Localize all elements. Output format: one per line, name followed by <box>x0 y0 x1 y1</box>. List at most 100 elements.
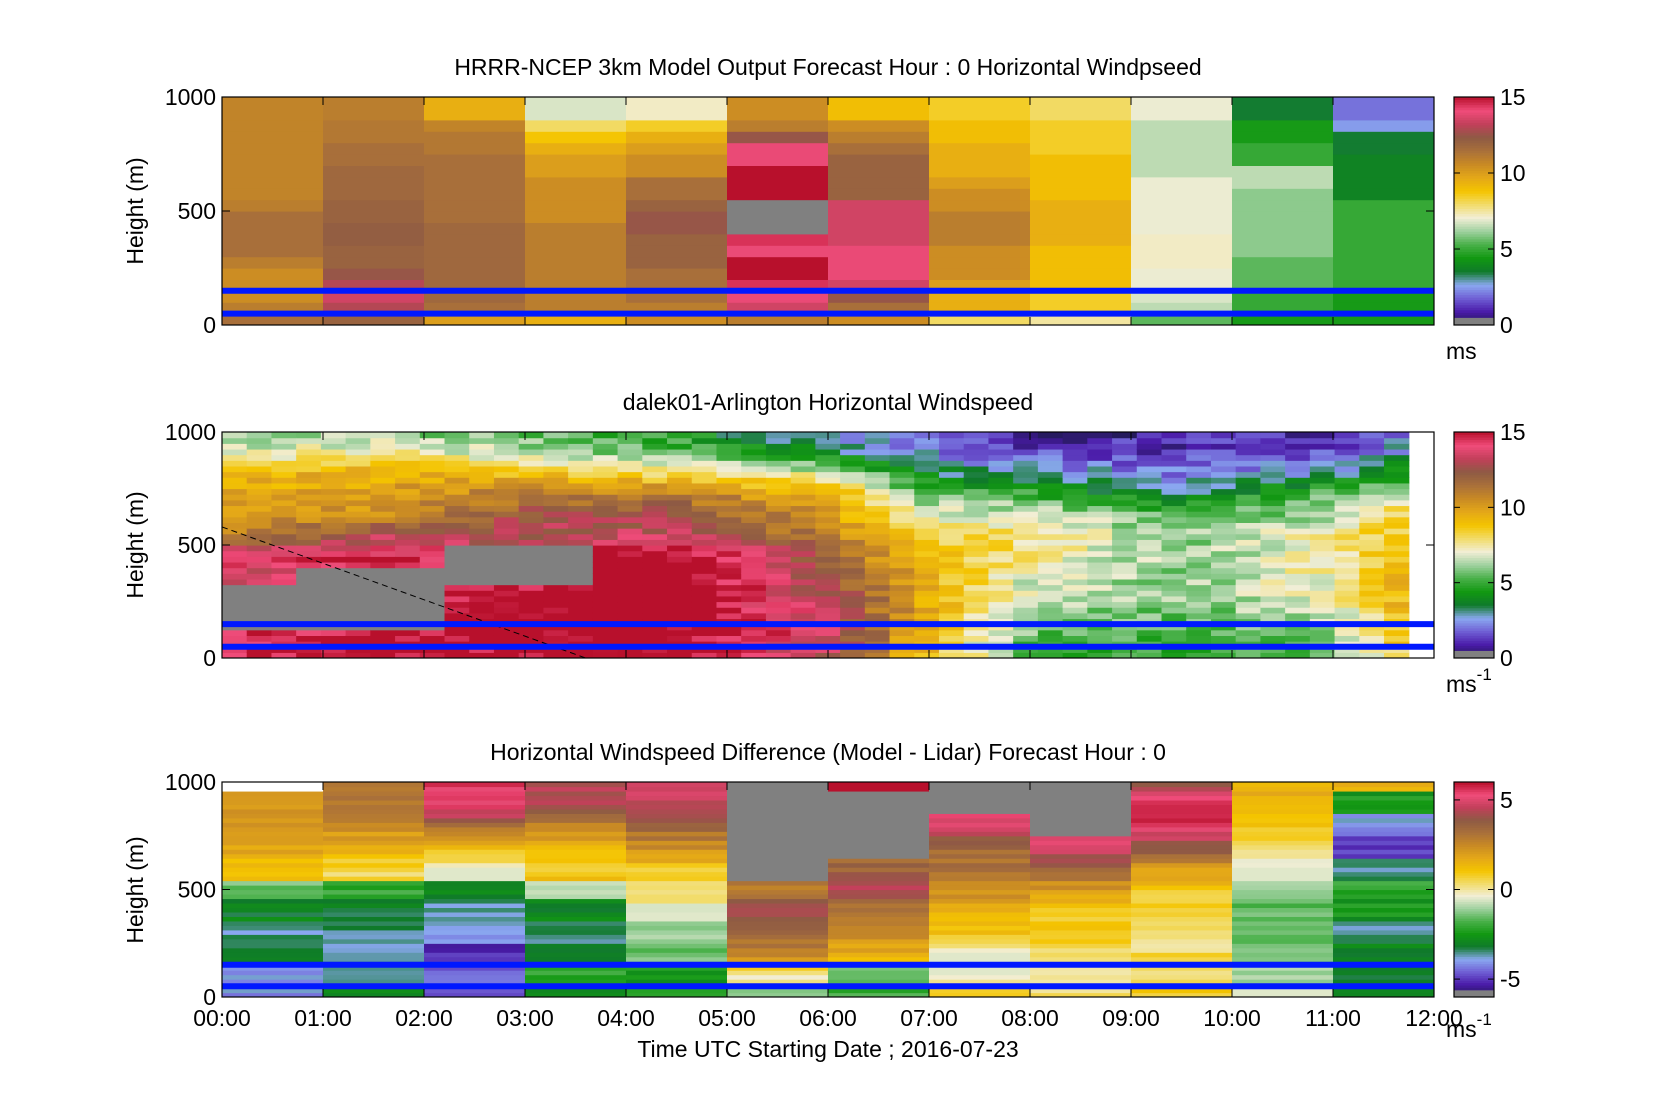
difference-heatmap-cell <box>828 826 930 832</box>
lidar-heatmap-cell <box>1136 652 1163 658</box>
model-colorbar-segment <box>1454 140 1494 144</box>
lidar-heatmap-cell <box>642 635 668 642</box>
lidar-heatmap-cell <box>1235 471 1262 478</box>
lidar-heatmap-cell <box>568 624 594 631</box>
lidar-heatmap-cell <box>988 624 1014 631</box>
lidar-heatmap-cell <box>1359 539 1385 546</box>
model-heatmap-cell <box>525 154 627 166</box>
lidar-heatmap-cell <box>1112 499 1138 507</box>
lidar-heatmap-cell <box>1186 505 1212 512</box>
lidar-heatmap-cell <box>1037 533 1064 540</box>
model-heatmap-cell <box>222 188 324 201</box>
model-colorbar-segment <box>1454 223 1494 227</box>
difference-heatmap-cell <box>1030 826 1132 832</box>
lidar-colorbar-segment <box>1454 494 1494 498</box>
difference-heatmap-cell <box>525 929 627 935</box>
model-heatmap-cell <box>1333 131 1434 144</box>
difference-heatmap-cell <box>1333 822 1434 828</box>
lidar-heatmap-cell <box>1161 477 1187 484</box>
lidar-colorbar-segment <box>1454 512 1494 516</box>
model-heatmap-cell <box>424 154 526 166</box>
model-heatmap-cell <box>727 154 829 166</box>
difference-colorbar-segment <box>1454 968 1494 972</box>
model-heatmap-cell <box>323 108 425 121</box>
lidar-heatmap-cell <box>1161 511 1187 518</box>
lidar-heatmap-cell <box>320 567 347 574</box>
lidar-heatmap-cell <box>1359 612 1385 620</box>
difference-heatmap-cell <box>1333 799 1434 805</box>
difference-heatmap-cell <box>626 808 728 814</box>
lidar-heatmap-cell <box>642 477 668 484</box>
lidar-heatmap-cell <box>568 573 594 580</box>
model-heatmap-cell <box>1131 233 1233 246</box>
model-heatmap-cell <box>222 233 324 246</box>
lidar-heatmap-cell <box>1136 595 1163 603</box>
lidar-colorbar-segment <box>1454 457 1494 461</box>
lidar-heatmap-cell <box>790 522 816 529</box>
lidar-heatmap-cell <box>246 624 273 631</box>
difference-heatmap-cell <box>1131 795 1233 801</box>
lidar-heatmap-cell <box>963 432 990 439</box>
model-heatmap-cell <box>525 313 627 325</box>
lidar-heatmap-cell <box>790 448 816 456</box>
difference-heatmap-cell <box>828 876 930 882</box>
lidar-heatmap-cell <box>444 465 470 473</box>
difference-heatmap-cell <box>828 920 930 926</box>
lidar-heatmap-cell <box>988 465 1014 473</box>
lidar-heatmap-cell <box>765 652 792 658</box>
lidar-heatmap-cell <box>1062 556 1088 563</box>
lidar-colorbar-segment <box>1454 477 1494 481</box>
lidar-heatmap-cell <box>1062 437 1088 444</box>
lidar-heatmap-cell <box>1112 488 1138 495</box>
difference-heatmap-cell <box>1232 844 1334 850</box>
lidar-heatmap-cell <box>1013 443 1039 450</box>
difference-heatmap-cell <box>929 808 1031 814</box>
lidar-heatmap-cell <box>395 567 421 574</box>
model-heatmap-cell <box>525 119 627 132</box>
lidar-heatmap-cell <box>568 652 594 658</box>
lidar-heatmap-cell <box>320 545 347 552</box>
lidar-heatmap-cell <box>1210 590 1237 597</box>
lidar-heatmap-cell <box>642 545 668 552</box>
difference-heatmap-cell <box>1131 876 1233 882</box>
difference-colorbar-segment <box>1454 813 1494 816</box>
lidar-heatmap-cell <box>419 522 446 529</box>
difference-heatmap-cell <box>727 889 829 895</box>
lidar-heatmap-cell <box>1013 607 1039 614</box>
model-heatmap-cell <box>727 199 829 212</box>
model-heatmap-cell <box>828 256 930 269</box>
lidar-heatmap-cell <box>938 448 965 456</box>
lidar-heatmap-cell <box>1210 567 1237 574</box>
difference-heatmap-cell <box>1030 858 1132 864</box>
model-heatmap-cell <box>828 176 930 189</box>
lidar-heatmap-cell <box>320 499 347 507</box>
lidar-heatmap-cell <box>889 471 915 478</box>
lidar-heatmap-cell <box>1260 528 1286 535</box>
lidar-heatmap-cell <box>222 578 248 586</box>
lidar-heatmap-cell <box>419 567 446 574</box>
lidar-heatmap-cell <box>493 505 520 512</box>
model-colorbar-segment <box>1454 132 1494 136</box>
difference-heatmap-cell <box>727 867 829 873</box>
lidar-colorbar-segment <box>1454 432 1494 436</box>
difference-heatmap-cell <box>1232 876 1334 882</box>
difference-heatmap-cell <box>525 974 627 980</box>
x-tick-label: 09:00 <box>1102 1005 1160 1031</box>
lidar-colorbar-frame <box>1453 431 1495 659</box>
lidar-heatmap-cell <box>568 556 594 563</box>
difference-heatmap-cell <box>1131 880 1233 886</box>
model-heatmap-cell <box>626 222 728 235</box>
lidar-heatmap-cell <box>1112 471 1138 478</box>
difference-heatmap-cell <box>323 938 425 944</box>
lidar-heatmap-cell <box>667 465 693 473</box>
difference-heatmap-cell <box>929 826 1031 832</box>
lidar-heatmap-cell <box>543 533 569 540</box>
model-colorbar-segment <box>1454 266 1494 270</box>
lidar-heatmap-cell <box>691 545 718 552</box>
lidar-heatmap-cell <box>345 448 371 456</box>
model-heatmap-cell <box>222 222 324 235</box>
lidar-heatmap-cell <box>840 432 866 439</box>
difference-heatmap-cell <box>1232 934 1334 940</box>
lidar-heatmap-cell <box>1384 652 1410 658</box>
model-heatmap-cell <box>424 165 526 178</box>
